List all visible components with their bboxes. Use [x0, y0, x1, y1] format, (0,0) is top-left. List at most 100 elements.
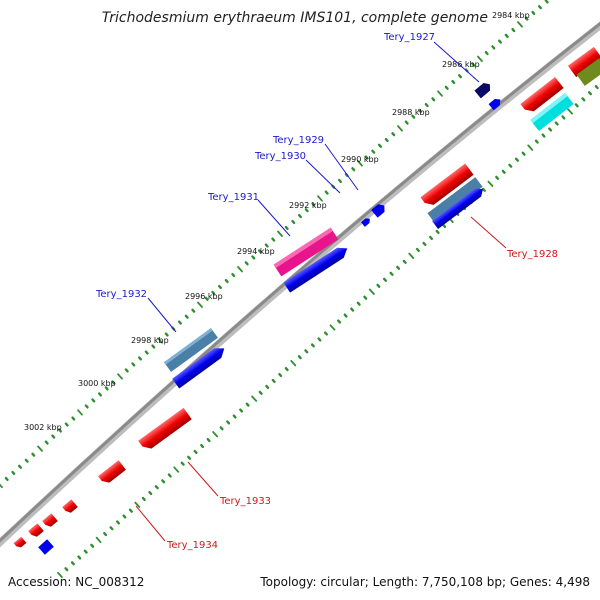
ruler-minor-tick [31, 452, 36, 457]
gene-tery-1931[interactable] [283, 243, 351, 293]
ruler-minor-tick [495, 175, 500, 180]
ruler-minor-tick [376, 283, 381, 288]
leader-tery-1929 [324, 143, 359, 191]
leader-tery-1933 [187, 461, 219, 497]
ruler-minor-tick [424, 102, 429, 108]
ruler-minor-tick [58, 428, 62, 433]
gene-tery-1928[interactable] [420, 163, 474, 209]
gene-tery-1931-magenta[interactable] [273, 227, 339, 277]
ruler-minor-tick [4, 476, 9, 481]
ruler-minor-tick [391, 132, 396, 137]
ruler-minor-tick [211, 290, 216, 295]
ruler-minor-tick [444, 85, 449, 90]
ruler-minor-tick [541, 133, 546, 138]
gene-tery-1927[interactable] [474, 80, 493, 99]
scale-label-2998: 2998 kbp [131, 336, 169, 345]
ruler-minor-tick [442, 223, 447, 229]
ruler-minor-tick [451, 79, 456, 85]
label-tery-1932[interactable]: Tery_1932 [95, 289, 147, 300]
ruler-minor-tick [323, 331, 328, 336]
ruler-minor-tick [481, 187, 486, 192]
ruler-minor-tick [193, 449, 198, 454]
ruler-minor-tick [561, 115, 566, 120]
ruler-minor-tick [177, 320, 183, 325]
label-tery-1928[interactable]: Tery_1928 [506, 249, 558, 260]
ruler-minor-tick [137, 356, 143, 361]
gene-tery-1930[interactable] [361, 216, 372, 227]
ruler-major-tick [290, 359, 297, 367]
ruler-minor-tick [271, 378, 276, 383]
ruler-minor-tick [415, 247, 420, 253]
leader-tery-1927 [433, 41, 480, 83]
ruler-major-tick [173, 466, 180, 473]
gene-red-edge[interactable] [13, 536, 27, 550]
gene-red-topright[interactable] [567, 46, 600, 78]
ruler-minor-tick [501, 169, 506, 174]
label-tery-1933[interactable]: Tery_1933 [219, 496, 271, 507]
scale-label-2984: 2984 kbp [492, 11, 530, 20]
label-tery-1934[interactable]: Tery_1934 [166, 540, 218, 551]
genome-backbone [0, 21, 600, 543]
ruler-minor-tick [239, 408, 244, 413]
ruler-minor-tick [187, 455, 192, 460]
gene-tery-1933[interactable] [138, 407, 192, 452]
ruler-minor-tick [91, 398, 96, 403]
ruler-minor-tick [343, 313, 348, 318]
ruler-minor-tick [141, 496, 146, 501]
ruler-minor-tick [111, 380, 116, 385]
inner-scale-ruler [57, 84, 599, 579]
ruler-minor-tick [84, 404, 89, 409]
ruler-minor-tick [548, 127, 553, 132]
scale-label-2992: 2992 kbp [289, 201, 327, 210]
gene-tery-1932[interactable] [172, 344, 228, 389]
ruler-minor-tick [191, 308, 196, 313]
ruler-minor-tick [554, 121, 559, 126]
gene-tery-1934-a[interactable] [62, 499, 78, 514]
label-tery-1929[interactable]: Tery_1929 [272, 135, 324, 146]
ruler-major-tick [408, 252, 415, 260]
ruler-minor-tick [97, 392, 103, 397]
ruler-minor-tick [411, 114, 416, 119]
ruler-major-tick [527, 144, 534, 151]
ruler-minor-tick [363, 295, 368, 300]
gene-tery-1934-b[interactable] [42, 513, 58, 528]
ruler-minor-tick [491, 45, 496, 50]
ruler-minor-tick [232, 414, 237, 419]
ruler-major-tick [477, 55, 483, 62]
gene-tery-1927b[interactable] [488, 96, 503, 111]
ruler-major-tick [368, 288, 375, 295]
gene-red-mid[interactable] [98, 460, 126, 485]
ruler-minor-tick [378, 143, 382, 148]
gene-cyan[interactable] [530, 92, 574, 132]
gene-tery-1928-steel[interactable] [427, 177, 483, 223]
scale-label-2990: 2990 kbp [341, 155, 379, 164]
label-tery-1927[interactable]: Tery_1927 [383, 32, 435, 43]
ruler-minor-tick [324, 190, 329, 195]
ruler-minor-tick [115, 520, 121, 525]
ruler-minor-tick [371, 149, 376, 154]
ruler-minor-tick [514, 157, 519, 162]
gene-tery-1928-blue[interactable] [432, 185, 486, 230]
ruler-minor-tick [90, 543, 95, 548]
reverse-features [13, 46, 600, 550]
leader-lines [135, 41, 507, 542]
leader-tery-1931 [257, 199, 291, 237]
ruler-minor-tick [311, 202, 316, 207]
gene-tery-1929[interactable] [371, 202, 387, 218]
ruler-minor-tick [83, 549, 88, 554]
ruler-minor-tick [71, 416, 76, 421]
ruler-minor-tick [521, 151, 526, 156]
ruler-minor-tick [154, 485, 159, 490]
ruler-major-tick [197, 301, 203, 308]
label-tery-1930[interactable]: Tery_1930 [254, 151, 306, 162]
ruler-major-tick [357, 160, 363, 167]
ruler-minor-tick [384, 137, 389, 143]
gene-small-forward[interactable] [38, 539, 54, 555]
scale-label-3000: 3000 kbp [78, 379, 116, 388]
ruler-minor-tick [18, 464, 22, 469]
label-tery-1931[interactable]: Tery_1931 [207, 192, 259, 203]
gene-tery-1934[interactable] [28, 523, 44, 538]
gene-tery-1932-steel[interactable] [164, 328, 218, 372]
ruler-major-tick [77, 409, 83, 416]
gene-red-2[interactable] [520, 76, 564, 115]
